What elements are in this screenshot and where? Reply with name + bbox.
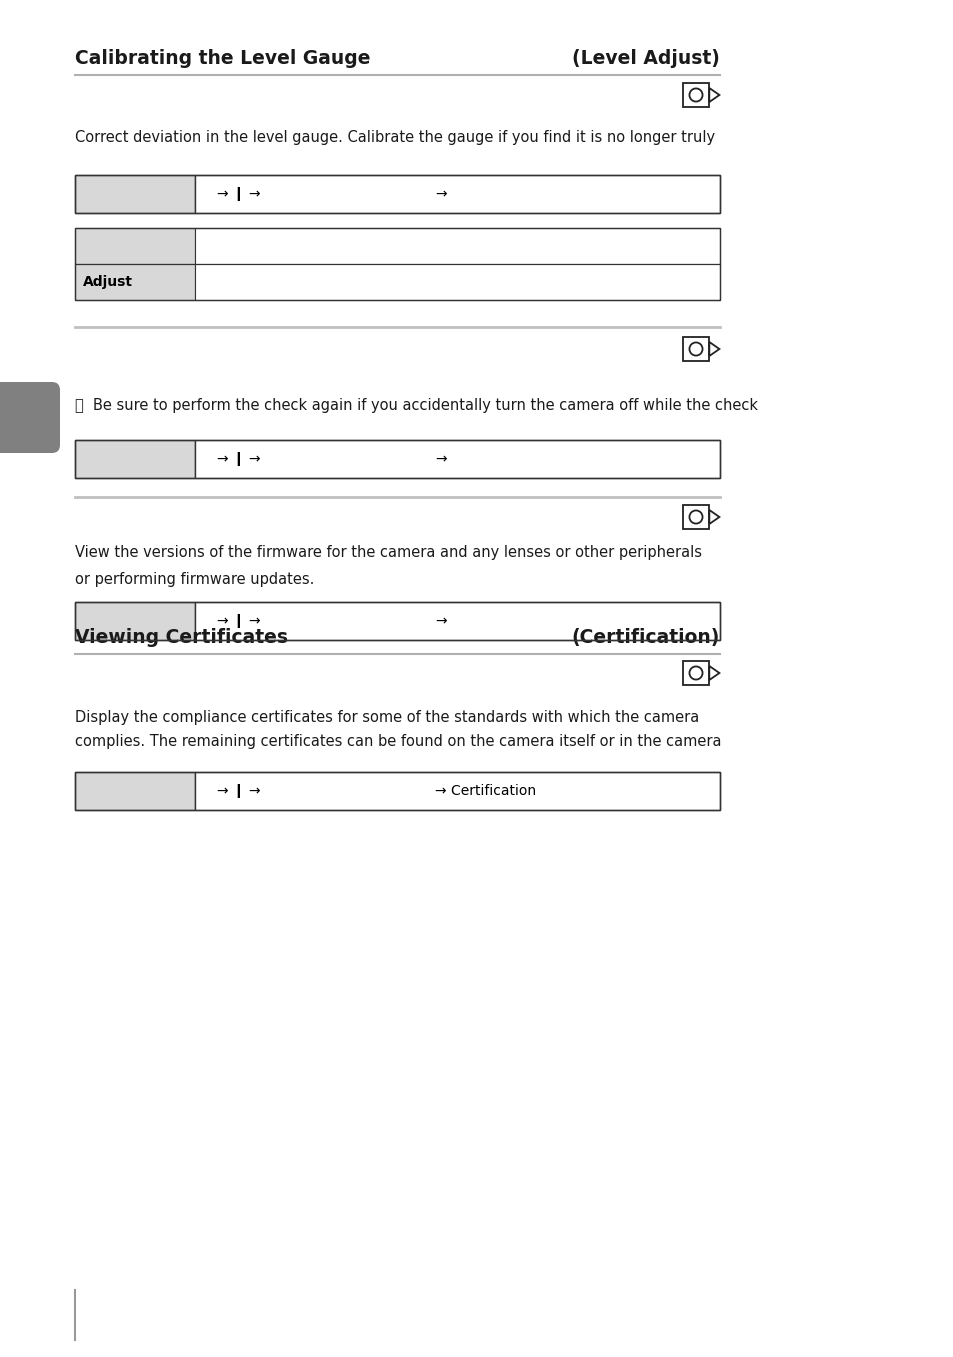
Polygon shape [709,510,719,524]
Circle shape [689,510,701,524]
FancyBboxPatch shape [0,383,60,453]
Text: → ❙ →: → ❙ → [216,452,260,465]
Text: → ❙ →: → ❙ → [216,613,260,628]
Text: → ❙ →: → ❙ → [216,187,260,201]
Bar [75,772,720,810]
Bar [75,772,194,810]
Bar [75,603,194,641]
Text: Adjust: Adjust [83,275,132,289]
Polygon shape [709,666,719,680]
Text: →: → [435,613,446,628]
Bar [682,338,709,361]
Bar [75,265,194,300]
Circle shape [689,88,701,102]
Bar [194,228,720,265]
Text: Calibrating the Level Gauge: Calibrating the Level Gauge [75,49,370,68]
Bar [682,83,709,107]
Text: ⓘ  Be sure to perform the check again if you accidentally turn the camera off wh: ⓘ Be sure to perform the check again if … [75,398,758,413]
Text: View the versions of the firmware for the camera and any lenses or other periphe: View the versions of the firmware for th… [75,546,701,560]
Text: → Certification: → Certification [435,784,536,798]
Bar [75,603,720,641]
Bar [194,603,720,641]
Bar [194,772,720,810]
Bar [75,440,194,478]
Text: → ❙ →: → ❙ → [216,784,260,798]
Bar [75,175,194,213]
Text: complies. The remaining certificates can be found on the camera itself or in the: complies. The remaining certificates can… [75,734,720,749]
Bar [194,175,720,213]
Polygon shape [709,88,719,102]
Bar [75,228,194,265]
Bar [75,440,720,478]
Circle shape [689,342,701,356]
Text: Viewing Certificates: Viewing Certificates [75,628,288,647]
Text: →: → [435,187,446,201]
Text: (Certification): (Certification) [571,628,720,647]
Text: Correct deviation in the level gauge. Calibrate the gauge if you find it is no l: Correct deviation in the level gauge. Ca… [75,130,715,145]
Text: →: → [435,452,446,465]
Text: or performing firmware updates.: or performing firmware updates. [75,573,314,588]
Bar [75,175,720,213]
Polygon shape [709,342,719,356]
Bar [75,228,720,300]
Bar [194,265,720,300]
Circle shape [689,666,701,680]
Bar [682,661,709,685]
Bar [194,440,720,478]
Bar [682,505,709,529]
Text: Display the compliance certificates for some of the standards with which the cam: Display the compliance certificates for … [75,710,699,725]
Text: (Level Adjust): (Level Adjust) [572,49,720,68]
